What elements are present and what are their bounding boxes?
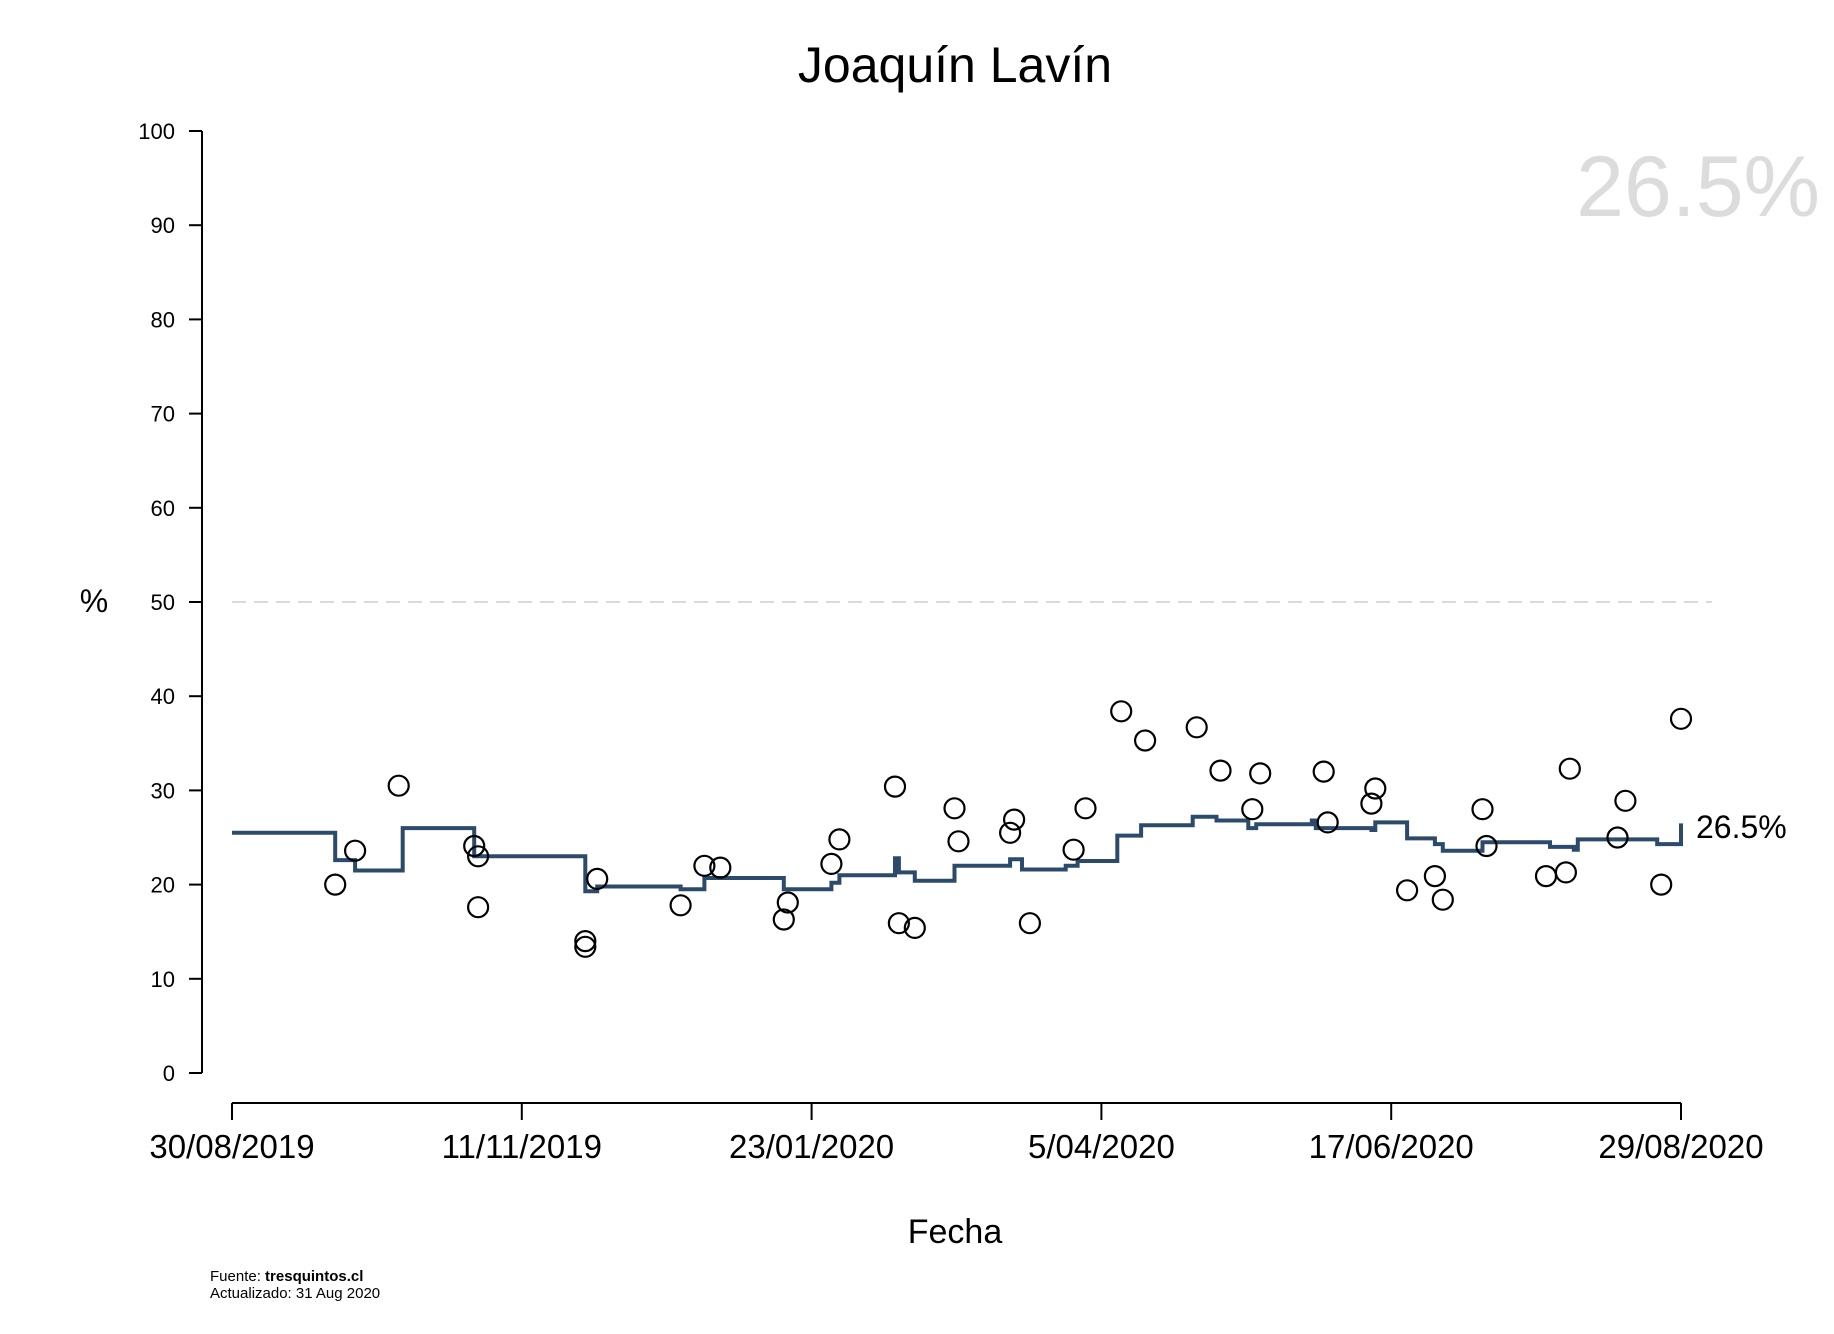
poll-point <box>669 894 692 917</box>
poll-point <box>467 896 490 919</box>
y-tick-label: 50 <box>151 590 175 615</box>
poll-point <box>1241 798 1264 821</box>
trend-step-line <box>232 814 1683 894</box>
x-tick-label: 23/01/2020 <box>729 1128 894 1165</box>
poll-point <box>1074 797 1097 820</box>
poll-point <box>324 873 347 896</box>
poll-point <box>387 774 410 797</box>
poll-point <box>1431 888 1454 911</box>
poll-point <box>1002 808 1026 831</box>
poll-point <box>574 929 597 953</box>
watermark-value: 26.5% <box>1576 139 1820 235</box>
x-ticks: 30/08/2019 11/11/2019 23/01/2020 5/04/2020 1… <box>149 1103 1764 1165</box>
poll-point <box>820 852 843 876</box>
poll-point <box>1614 789 1637 812</box>
poll-point <box>1650 873 1673 896</box>
poll-point <box>1249 762 1272 785</box>
x-tick-label: 29/08/2020 <box>1598 1128 1763 1165</box>
poll-point <box>344 839 367 862</box>
source-label: Fuente: <box>210 1268 266 1285</box>
credits: Fuente: tresquintos.cl Actualizado: 31 A… <box>210 1268 380 1302</box>
y-tick-label: 90 <box>151 213 175 238</box>
poll-point <box>887 912 911 935</box>
y-tick-label: 40 <box>151 684 175 709</box>
poll-point <box>1423 864 1447 888</box>
poll-point <box>586 867 609 891</box>
poll-point <box>1018 912 1042 935</box>
poll-point <box>574 935 597 958</box>
poll-point <box>1395 879 1419 902</box>
y-tick-label: 80 <box>151 307 175 332</box>
poll-point <box>883 775 907 798</box>
poll-point <box>943 797 966 820</box>
poll-point <box>776 891 799 914</box>
poll-point <box>998 821 1022 844</box>
poll-point <box>467 845 490 868</box>
y-tick-label: 60 <box>151 496 175 521</box>
poll-point <box>1209 759 1232 782</box>
poll-point <box>1606 826 1629 849</box>
poll-point <box>1558 757 1581 780</box>
poll-point <box>903 916 926 940</box>
y-ticks: 0 10 20 30 40 50 60 70 80 90 100 <box>138 119 202 1086</box>
chart-title: Joaquín Lavín <box>798 37 1112 93</box>
x-tick-label: 30/08/2019 <box>149 1128 314 1165</box>
poll-point <box>828 828 851 851</box>
x-tick-label: 5/04/2020 <box>1028 1128 1175 1165</box>
points-layer <box>324 700 1693 958</box>
poll-point <box>1471 798 1494 821</box>
y-tick-label: 20 <box>151 873 175 898</box>
y-axis-label: % <box>80 583 108 619</box>
trend-layer <box>232 814 1683 894</box>
y-tick-label: 10 <box>151 967 175 992</box>
poll-point <box>1554 861 1578 884</box>
poll-point <box>463 834 486 858</box>
x-axis-label: Fecha <box>908 1213 1003 1251</box>
poll-point <box>1475 834 1498 858</box>
poll-point <box>1185 716 1208 739</box>
poll-point <box>1534 864 1558 888</box>
poll-point <box>1316 811 1339 834</box>
x-tick-label: 11/11/2019 <box>442 1128 602 1165</box>
poll-point <box>1110 700 1133 723</box>
y-tick-label: 30 <box>151 778 175 803</box>
poll-point <box>1133 729 1157 752</box>
poll-point <box>1360 792 1383 815</box>
poll-point <box>709 856 732 879</box>
y-tick-label: 100 <box>138 119 175 144</box>
x-tick-label: 17/06/2020 <box>1309 1128 1474 1165</box>
poll-point <box>772 908 795 931</box>
source-site: tresquintos.cl <box>265 1268 364 1285</box>
y-tick-label: 0 <box>163 1061 175 1086</box>
poll-point <box>1062 838 1085 861</box>
current-value-label: 26.5% <box>1696 809 1787 845</box>
poll-point <box>693 854 716 877</box>
y-tick-label: 70 <box>151 402 175 427</box>
poll-point <box>1364 777 1387 800</box>
poll-point <box>947 830 970 853</box>
updated-text: Actualizado: 31 Aug 2020 <box>210 1285 381 1302</box>
poll-point <box>1312 760 1335 783</box>
poll-point <box>1669 707 1693 730</box>
